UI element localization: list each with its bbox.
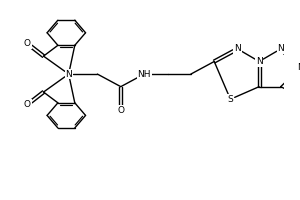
Text: O: O bbox=[24, 100, 31, 109]
Text: NH: NH bbox=[137, 70, 151, 79]
Text: O: O bbox=[117, 106, 124, 115]
Text: N: N bbox=[277, 44, 284, 53]
Text: N: N bbox=[65, 70, 72, 79]
Text: O: O bbox=[24, 39, 31, 48]
Text: N: N bbox=[297, 63, 300, 72]
Text: N: N bbox=[256, 57, 262, 66]
Text: S: S bbox=[227, 95, 233, 104]
Text: N: N bbox=[234, 44, 241, 53]
